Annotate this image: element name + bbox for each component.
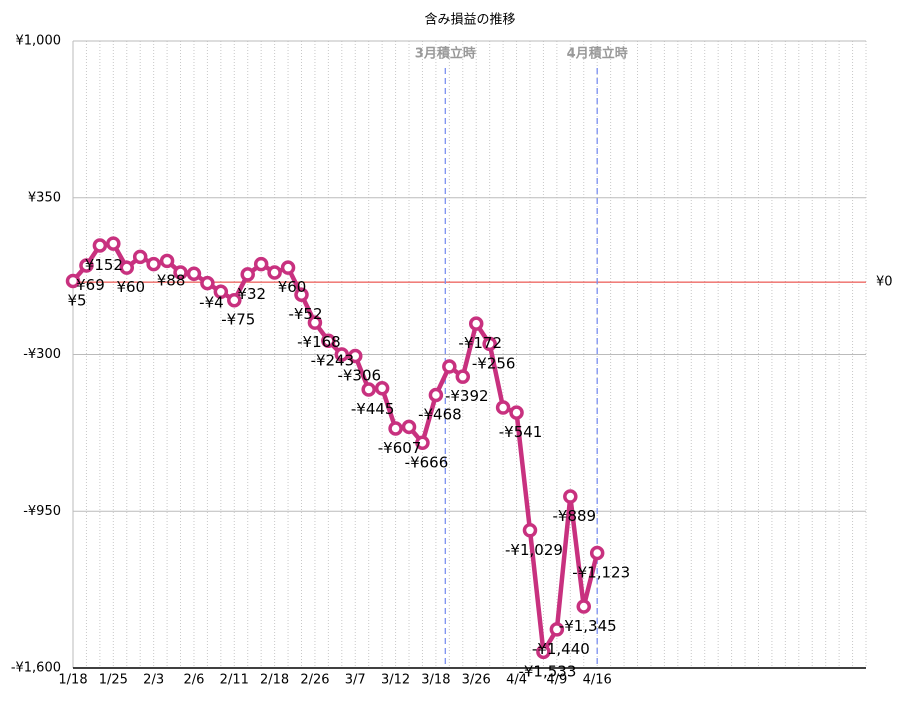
point-marker [240,267,255,282]
data-label: -¥306 [337,366,381,384]
y-tick-label: -¥1,600 [11,661,61,676]
point-marker [253,256,269,272]
point-marker [374,381,390,396]
point-marker [482,336,497,352]
point-marker [307,315,323,330]
data-label: -¥889 [553,507,597,525]
point-marker [388,421,403,436]
x-tick-label: 3/7 [345,673,366,688]
data-label: -¥666 [405,453,449,471]
data-label: -¥1,533 [518,662,576,680]
point-marker [280,260,296,275]
point-marker [509,405,524,420]
point-marker [401,419,417,435]
data-label: ¥69 [76,276,105,294]
data-label: -¥541 [499,423,543,441]
y-tick-label: -¥950 [23,504,61,519]
point-marker [200,275,215,291]
point-marker [79,258,94,273]
data-label: -¥1,029 [505,541,563,559]
x-tick-label: 4/9 [546,673,567,688]
point-marker [428,387,444,403]
point-marker [442,359,457,374]
data-label: -¥392 [445,387,489,405]
point-marker [348,348,363,364]
data-label: -¥445 [351,400,395,418]
annotation-label: 4月積立時 [567,46,628,62]
point-marker [589,545,605,561]
data-label: -¥168 [297,333,341,351]
x-tick-label: 3/12 [381,673,410,688]
y-tick-label: -¥300 [23,347,61,362]
point-marker [294,287,309,302]
point-marker [146,256,161,272]
point-marker [92,238,108,253]
point-marker [455,369,471,384]
x-tick-label: 4/4 [506,673,527,688]
point-marker [522,523,538,538]
data-label: -¥4 [199,294,224,312]
point-marker [334,347,350,362]
point-marker [267,265,282,280]
data-label: -¥1,123 [572,563,630,581]
x-tick-label: 2/26 [300,673,329,688]
x-tick-label: 1/18 [58,673,87,688]
point-marker [173,265,188,280]
data-label: -¥52 [288,305,322,323]
point-marker [576,599,591,614]
x-tick-label: 3/26 [462,673,491,688]
data-label: -¥607 [378,439,422,457]
point-marker [159,253,175,269]
x-tick-label: 2/3 [143,673,164,688]
data-label: ¥60 [278,278,307,296]
point-marker [106,236,121,251]
point-marker [536,644,551,660]
point-marker [65,273,81,289]
point-marker [186,266,202,281]
point-marker [361,382,376,397]
point-marker [415,435,430,451]
reference-label: ¥0 [876,275,893,290]
x-tick-label: 2/18 [260,673,289,688]
point-marker [321,333,336,349]
data-label: ¥88 [157,271,186,289]
data-label: ¥152 [85,256,123,274]
point-marker [495,400,511,415]
x-tick-label: 3/18 [421,673,450,688]
x-tick-label: 2/11 [220,673,249,688]
annotation-label: 3月積立時 [415,46,476,62]
data-label: -¥172 [458,334,502,352]
y-tick-label: ¥350 [28,190,61,205]
data-label: -¥1,345 [559,617,617,635]
data-label: -¥468 [418,406,462,424]
data-label: -¥1,440 [532,640,590,658]
y-tick-label: ¥1,000 [16,34,62,49]
point-marker [468,316,484,331]
data-label: ¥32 [237,285,266,303]
point-marker [119,260,135,275]
point-marker [132,249,148,265]
data-label: -¥243 [311,351,355,369]
series-line [71,241,600,655]
point-marker [563,489,578,504]
data-label: -¥75 [221,311,255,329]
data-label: -¥256 [472,354,516,372]
x-tick-label: 1/25 [99,673,128,688]
data-label: ¥5 [67,291,86,309]
chart-title: 含み損益の推移 [424,12,515,28]
point-marker [213,284,229,300]
point-marker [549,622,565,637]
point-marker [227,292,242,308]
x-tick-label: 4/16 [583,673,612,688]
data-label: ¥60 [116,278,145,296]
x-tick-label: 2/6 [184,673,205,688]
